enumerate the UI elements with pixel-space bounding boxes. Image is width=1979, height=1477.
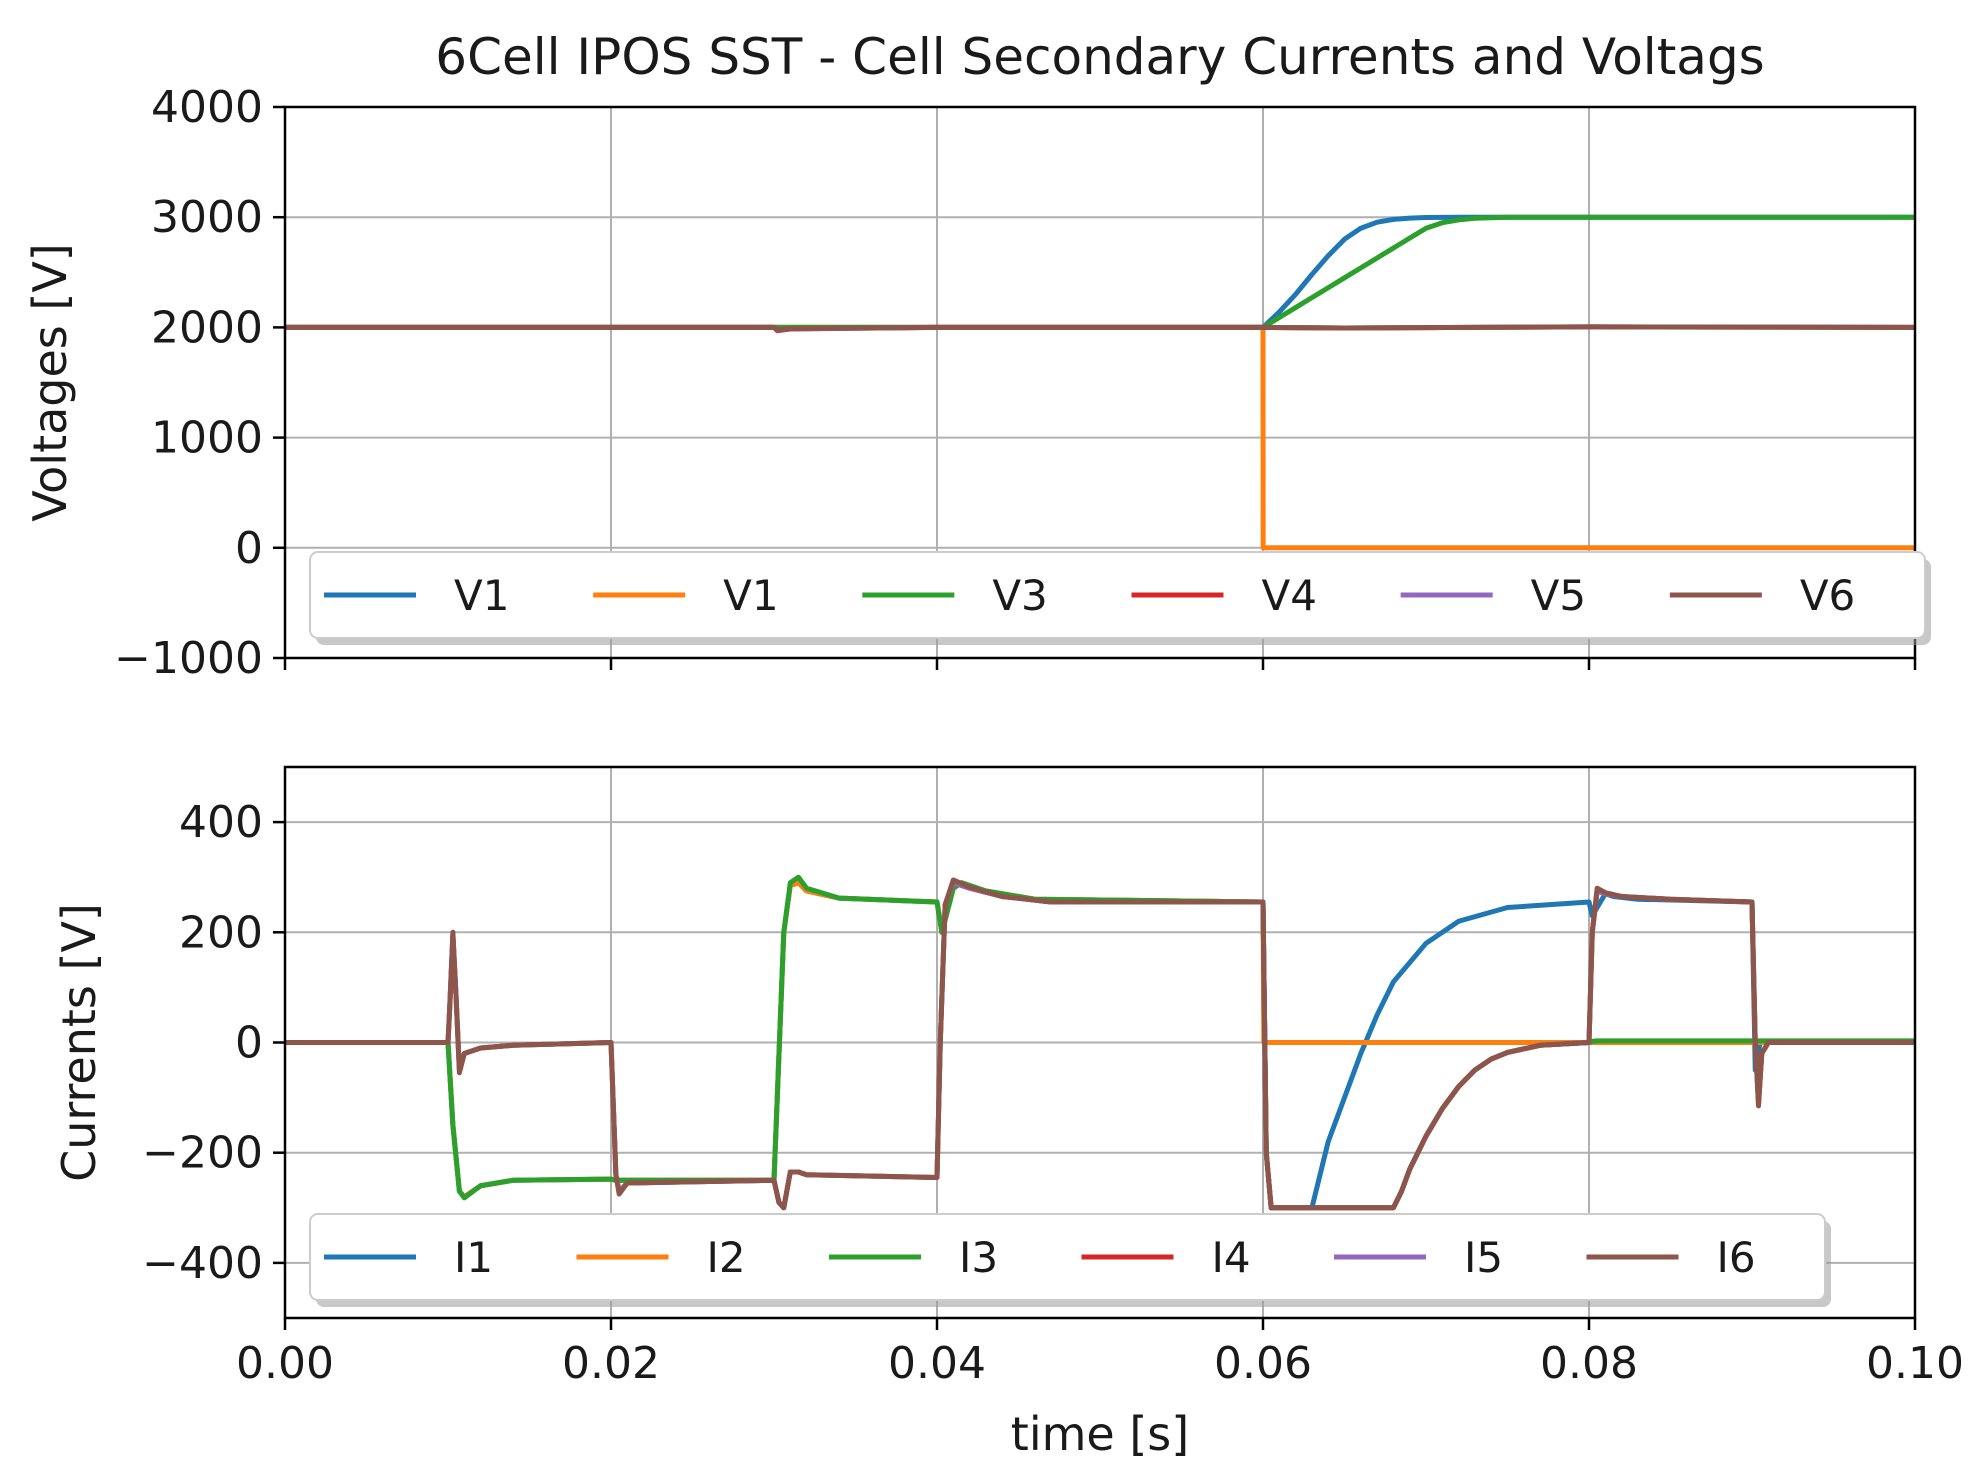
x-tick-label: 0.08 bbox=[1540, 1338, 1638, 1389]
x-tick-label: 0.06 bbox=[1214, 1338, 1312, 1389]
y-tick-label: −200 bbox=[142, 1128, 263, 1179]
axes-frame bbox=[283, 105, 1917, 660]
y-axis-label: Voltages [V] bbox=[23, 243, 77, 522]
y-tick-label: 400 bbox=[179, 797, 263, 848]
legend-label-v1: V1 bbox=[723, 571, 778, 620]
legend-box bbox=[309, 1213, 1826, 1301]
series-line-v6 bbox=[285, 324, 1915, 333]
x-axis-label: time [s] bbox=[1011, 1407, 1189, 1461]
legend-label-v4: V4 bbox=[1262, 571, 1317, 620]
legend-label-i1: I1 bbox=[454, 1233, 493, 1282]
currents-panel: −400 −200 0 200 400 0.00 0.02 0.04 0.06 0.08 0.10 C… bbox=[52, 765, 1964, 1461]
series-group bbox=[285, 874, 1915, 1211]
legend-label-v6: V6 bbox=[1800, 571, 1855, 620]
legend-label-i6: I6 bbox=[1717, 1233, 1756, 1282]
y-tick-label: 0 bbox=[235, 523, 263, 574]
series-group bbox=[285, 214, 1915, 551]
voltages-panel: −1000 0 1000 2000 3000 4000 Voltages [V] V1 V1 V3… bbox=[23, 82, 1931, 684]
legend-label-i2: I2 bbox=[707, 1233, 746, 1282]
series-line-v3 bbox=[285, 214, 1915, 330]
y-axis-label: Currents [V] bbox=[52, 903, 106, 1182]
legend-label-i3: I3 bbox=[959, 1233, 998, 1282]
legend: V1 V1 V3 V4 V5 V6 bbox=[309, 551, 1931, 645]
x-tick-label: 0.10 bbox=[1866, 1338, 1964, 1389]
y-tick-label: 3000 bbox=[151, 192, 263, 243]
y-tick-label: −400 bbox=[142, 1238, 263, 1289]
y-tick-label: 200 bbox=[179, 907, 263, 958]
legend-label-v1: V1 bbox=[454, 571, 509, 620]
x-tick-label: 0.04 bbox=[888, 1338, 986, 1389]
legend-label-v5: V5 bbox=[1531, 571, 1586, 620]
y-tick-label: 1000 bbox=[151, 413, 263, 464]
legend-label-i5: I5 bbox=[1464, 1233, 1503, 1282]
y-tick-label: −1000 bbox=[114, 633, 263, 684]
chart-title: 6Cell IPOS SST - Cell Secondary Currents… bbox=[435, 28, 1764, 86]
x-tick-label: 0.02 bbox=[562, 1338, 660, 1389]
y-tick-label: 2000 bbox=[151, 302, 263, 353]
x-tick-label: 0.00 bbox=[236, 1338, 334, 1389]
legend-label-i4: I4 bbox=[1212, 1233, 1251, 1282]
y-tick-label: 4000 bbox=[151, 82, 263, 133]
legend: I1 I2 I3 I4 I5 I6 bbox=[309, 1213, 1831, 1307]
legend-label-v3: V3 bbox=[992, 571, 1047, 620]
series-line-i6 bbox=[285, 877, 1915, 1211]
legend-box bbox=[309, 551, 1926, 639]
y-tick-label: 0 bbox=[235, 1018, 263, 1069]
